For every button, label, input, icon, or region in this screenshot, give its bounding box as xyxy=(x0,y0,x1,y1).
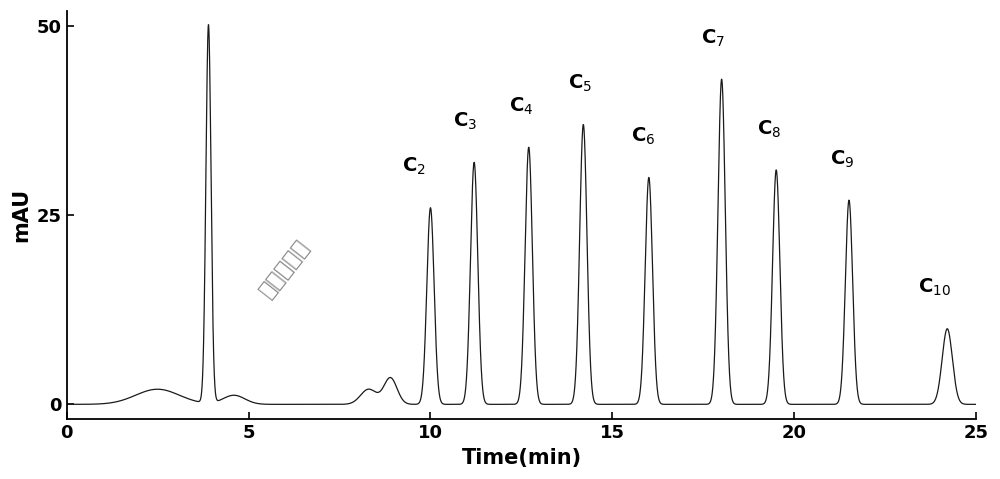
Text: C$_{9}$: C$_{9}$ xyxy=(830,148,854,170)
X-axis label: Time(min): Time(min) xyxy=(461,448,582,468)
Text: 衍生化试剂: 衍生化试剂 xyxy=(256,236,313,301)
Text: C$_{7}$: C$_{7}$ xyxy=(701,28,725,49)
Text: C$_{5}$: C$_{5}$ xyxy=(568,73,592,94)
Text: C$_{10}$: C$_{10}$ xyxy=(918,277,951,298)
Text: C$_{2}$: C$_{2}$ xyxy=(402,156,426,178)
Text: C$_{6}$: C$_{6}$ xyxy=(631,126,656,147)
Y-axis label: mAU: mAU xyxy=(11,188,31,242)
Text: C$_{4}$: C$_{4}$ xyxy=(509,96,534,117)
Text: C$_{3}$: C$_{3}$ xyxy=(453,111,477,132)
Text: C$_{8}$: C$_{8}$ xyxy=(757,118,781,140)
